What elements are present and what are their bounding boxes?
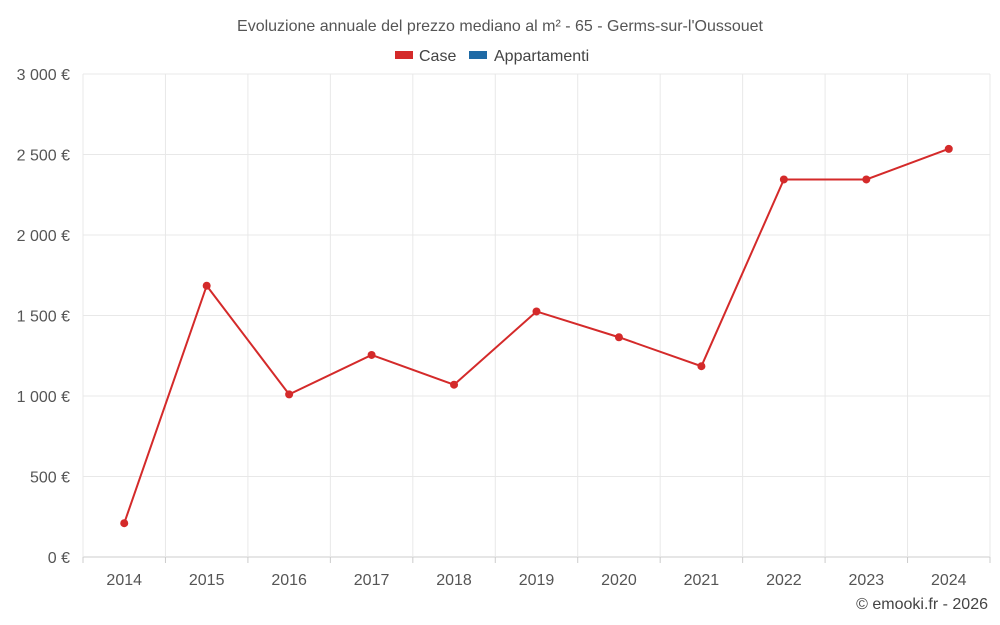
x-tick-label: 2022 [766,572,802,589]
data-point[interactable] [697,362,706,371]
data-point[interactable] [367,350,376,359]
x-axis-ticks: 2014 2015 2016 2017 2018 2019 2020 2021 2022 2023… [106,572,966,589]
y-tick-label: 1 000 € [17,389,70,406]
legend-swatch-appartamenti [469,51,487,59]
x-tick-label: 2016 [271,572,307,589]
x-tick-label: 2014 [106,572,142,589]
legend-label-case: Case [419,48,456,65]
data-point[interactable] [532,307,541,316]
data-point[interactable] [202,281,211,290]
data-point[interactable] [944,144,953,153]
data-point[interactable] [285,390,294,399]
y-tick-label: 2 000 € [17,228,70,245]
legend-item-case[interactable]: Case [395,48,456,65]
y-tick-label: 2 500 € [17,148,70,165]
data-point[interactable] [614,333,623,342]
y-tick-label: 500 € [30,470,70,487]
chart-title: Evoluzione annuale del prezzo mediano al… [237,18,764,35]
legend-label-appartamenti: Appartamenti [494,48,589,65]
data-point[interactable] [862,175,871,184]
legend-swatch-case [395,51,413,59]
data-point[interactable] [779,175,788,184]
legend-item-appartamenti[interactable]: Appartamenti [469,48,589,65]
series [120,144,953,528]
data-point[interactable] [450,380,459,389]
x-tick-label: 2018 [436,572,472,589]
y-tick-label: 3 000 € [17,67,70,84]
data-point[interactable] [120,519,129,528]
grid [82,73,991,563]
y-tick-label: 1 500 € [17,309,70,326]
y-axis-ticks: 0 € 500 € 1 000 € 1 500 € 2 000 € 2 500 € 3 00… [17,67,70,567]
x-tick-label: 2015 [189,572,225,589]
x-tick-label: 2023 [849,572,885,589]
x-tick-label: 2021 [684,572,720,589]
x-tick-label: 2024 [931,572,967,589]
y-tick-label: 0 € [48,550,70,567]
footer-credit: © emooki.fr - 2026 [856,596,988,613]
x-tick-label: 2019 [519,572,555,589]
legend: Case Appartamenti [395,48,589,65]
x-tick-label: 2017 [354,572,390,589]
x-tick-label: 2020 [601,572,637,589]
